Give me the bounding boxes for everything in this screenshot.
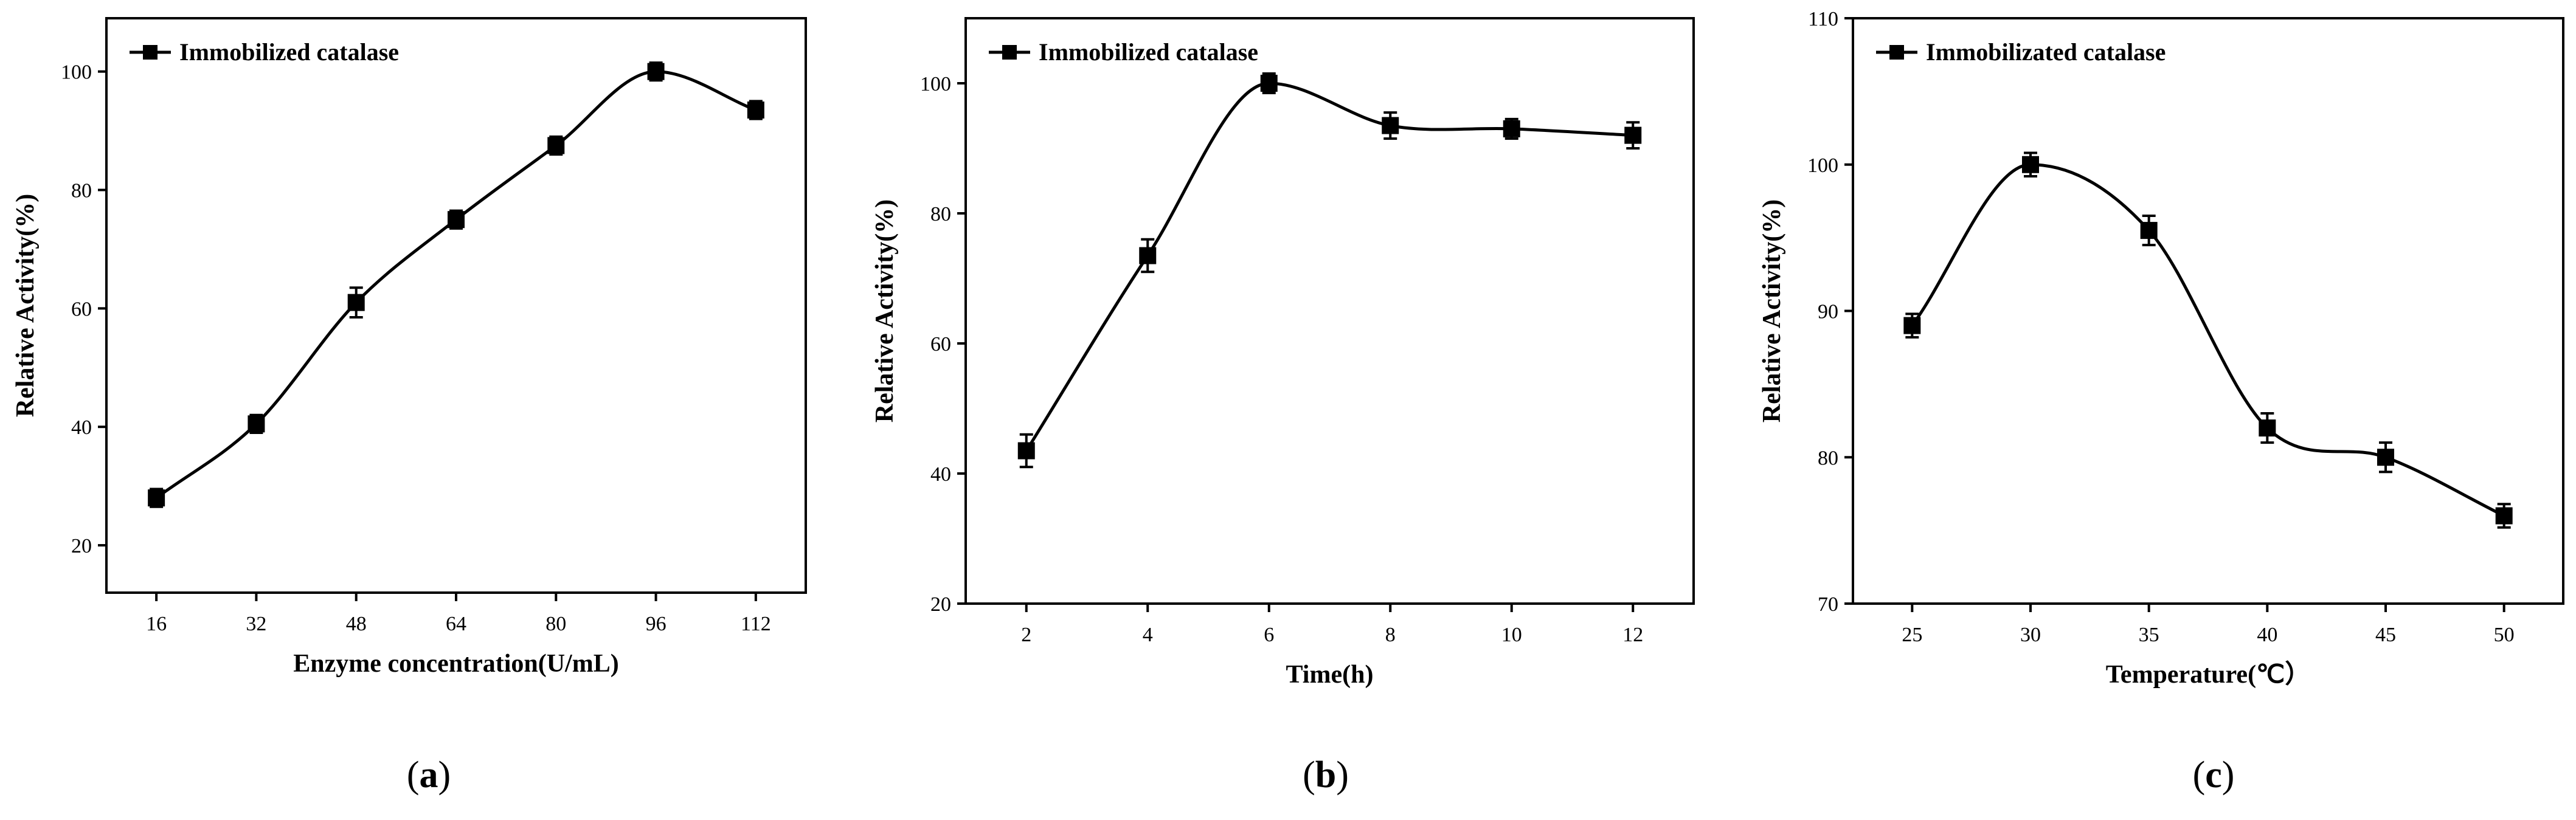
y-tick-label: 100 (1807, 154, 1838, 177)
y-tick-label: 20 (930, 593, 951, 616)
data-point (747, 102, 764, 119)
panel-label: (b) (1303, 754, 1349, 796)
x-tick-label: 50 (2494, 624, 2515, 646)
series-line (1911, 163, 2505, 517)
y-tick-label: 80 (930, 203, 951, 226)
x-axis-title: Temperature(℃） (2106, 660, 2310, 689)
data-point (2140, 222, 2158, 239)
x-tick-label: 40 (2257, 624, 2277, 646)
y-tick-label: 80 (1818, 447, 1838, 469)
data-point (547, 137, 565, 154)
data-point (1903, 317, 1921, 334)
data-point (2022, 156, 2039, 173)
x-tick-label: 45 (2375, 624, 2396, 646)
x-tick-label: 25 (1902, 624, 1922, 646)
x-tick-label: 64 (446, 613, 466, 635)
y-axis-title: Relative Activity(%) (871, 199, 899, 422)
x-tick-label: 12 (1622, 624, 1643, 646)
panel-label: (c) (2193, 754, 2235, 796)
legend-marker-swatch (1889, 45, 1904, 60)
data-point (1260, 75, 1278, 92)
legend: Immobilized catalase (130, 38, 399, 66)
x-tick-label: 16 (146, 613, 167, 635)
y-tick-label: 40 (71, 416, 92, 439)
x-tick-label: 112 (741, 613, 771, 635)
data-point (148, 489, 165, 507)
x-tick-label: 4 (1143, 624, 1153, 646)
data-point (248, 415, 265, 433)
data-point (647, 63, 665, 80)
data-point (1624, 126, 1642, 144)
y-tick-label: 100 (61, 61, 92, 84)
y-tick-label: 20 (71, 535, 92, 557)
panel-letter: c (2205, 754, 2222, 796)
x-tick-label: 80 (545, 613, 566, 635)
x-tick-label: 35 (2139, 624, 2159, 646)
panel-letter: a (420, 754, 438, 796)
y-axis-title: Relative Activity(%) (12, 194, 40, 417)
legend: Immobilizated catalase (1876, 38, 2166, 66)
y-tick-label: 80 (71, 180, 92, 202)
x-tick-label: 6 (1264, 624, 1274, 646)
series-line (155, 70, 757, 500)
data-point (2259, 419, 2276, 437)
plot-frame (1852, 17, 2564, 605)
x-tick-label: 30 (2020, 624, 2041, 646)
panel-label: (a) (407, 754, 451, 796)
y-tick-label: 60 (930, 333, 951, 356)
y-tick-label: 100 (920, 73, 951, 95)
y-tick-label: 110 (1808, 8, 1838, 30)
x-axis-title: Enzyme concentration(U/mL) (293, 650, 618, 678)
y-tick-label: 90 (1818, 301, 1838, 323)
x-tick-label: 8 (1385, 624, 1396, 646)
panel-letter: b (1315, 754, 1336, 796)
data-point (1017, 442, 1035, 460)
data-point (347, 294, 365, 311)
legend-label: Immobilized catalase (179, 38, 399, 66)
legend-marker-swatch (1002, 45, 1017, 60)
y-tick-label: 60 (71, 298, 92, 320)
x-axis-title: Time(h) (1286, 661, 1374, 689)
chart-panel-c: 25 30 35 40 45 50 70 80 90 100 110 Temperature(℃） Re… (1758, 8, 2564, 796)
data-point (1382, 117, 1399, 134)
y-axis-title: Relative Activity(%) (1758, 199, 1786, 422)
y-tick-label: 40 (930, 463, 951, 486)
legend-label: Immobilized catalase (1039, 38, 1258, 66)
chart-panel-a: 16 32 48 64 80 96 112 20 40 60 80 100 Enzyme concent… (12, 17, 807, 796)
y-tick-label: 70 (1818, 593, 1838, 616)
x-tick-label: 10 (1501, 624, 1522, 646)
x-tick-label: 2 (1021, 624, 1031, 646)
chart-panel-b: 2 4 6 8 10 12 20 40 60 80 100 Time(h) Relative Activ… (871, 17, 1695, 796)
x-tick-label: 48 (346, 613, 367, 635)
legend-marker-swatch (143, 45, 158, 60)
x-tick-label: 96 (646, 613, 667, 635)
plot-frame (964, 17, 1695, 605)
data-point (448, 211, 465, 229)
plot-frame (105, 17, 807, 594)
data-point (2377, 449, 2394, 466)
x-tick-label: 32 (246, 613, 266, 635)
legend-label: Immobilizated catalase (1926, 38, 2166, 66)
data-point (1503, 120, 1520, 137)
series-line (1025, 81, 1633, 452)
data-point (1139, 247, 1157, 264)
legend: Immobilized catalase (989, 38, 1258, 66)
data-point (2495, 507, 2513, 525)
